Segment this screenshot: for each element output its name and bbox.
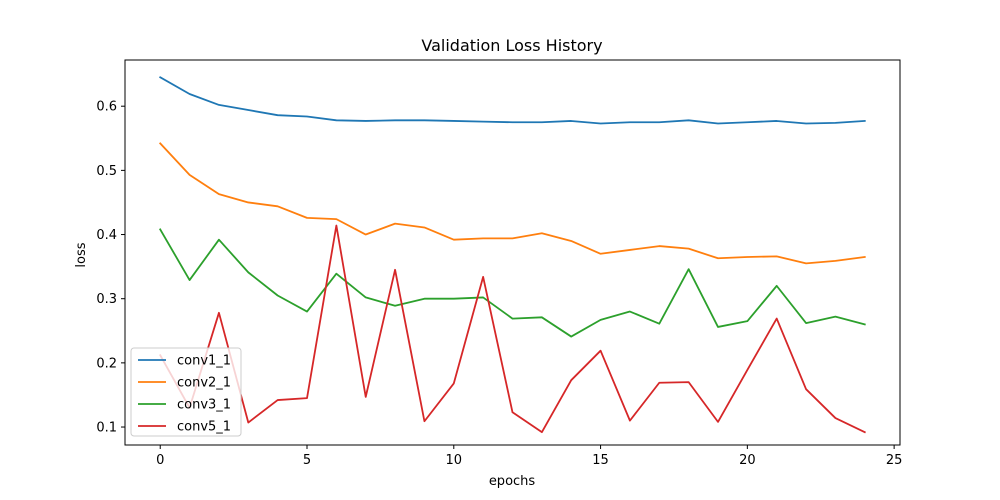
- legend-label-conv3-1: conv3_1: [177, 398, 231, 413]
- plot-lines: [158, 76, 866, 434]
- y-tick-label: 0.5: [96, 164, 117, 179]
- axes: 0 5 10 15 20 25 0.1 0.2 0.3 0.4 0.5 0.6: [96, 59, 903, 468]
- y-tick-label: 0.2: [96, 356, 117, 371]
- legend-label-conv5-1: conv5_1: [177, 420, 231, 435]
- x-tick-label: 25: [886, 453, 903, 468]
- x-tick-label: 15: [592, 453, 609, 468]
- y-tick-label: 0.6: [96, 100, 117, 115]
- series-line-conv3-1: [159, 228, 866, 338]
- x-tick-label: 0: [156, 453, 164, 468]
- series-line-conv2-1: [158, 142, 866, 265]
- plot-frame: [124, 59, 901, 446]
- series-line-conv1-1: [159, 76, 866, 125]
- x-tick-label: 20: [739, 453, 756, 468]
- x-axis-label: epochs: [489, 474, 536, 489]
- legend-box: [130, 347, 242, 437]
- chart-title: Validation Loss History: [421, 36, 602, 55]
- x-tick-label: 5: [303, 453, 311, 468]
- series-line-conv5-1: [159, 224, 866, 434]
- x-tick-label: 10: [446, 453, 463, 468]
- y-axis-label: loss: [74, 242, 89, 267]
- y-tick-label: 0.1: [96, 421, 117, 436]
- y-tick-label: 0.3: [96, 292, 117, 307]
- legend-label-conv2-1: conv2_1: [177, 376, 231, 391]
- legend: conv1_1 conv2_1 conv3_1 conv5_1: [130, 347, 242, 437]
- legend-label-conv1-1: conv1_1: [177, 354, 231, 369]
- y-tick-label: 0.4: [96, 228, 117, 243]
